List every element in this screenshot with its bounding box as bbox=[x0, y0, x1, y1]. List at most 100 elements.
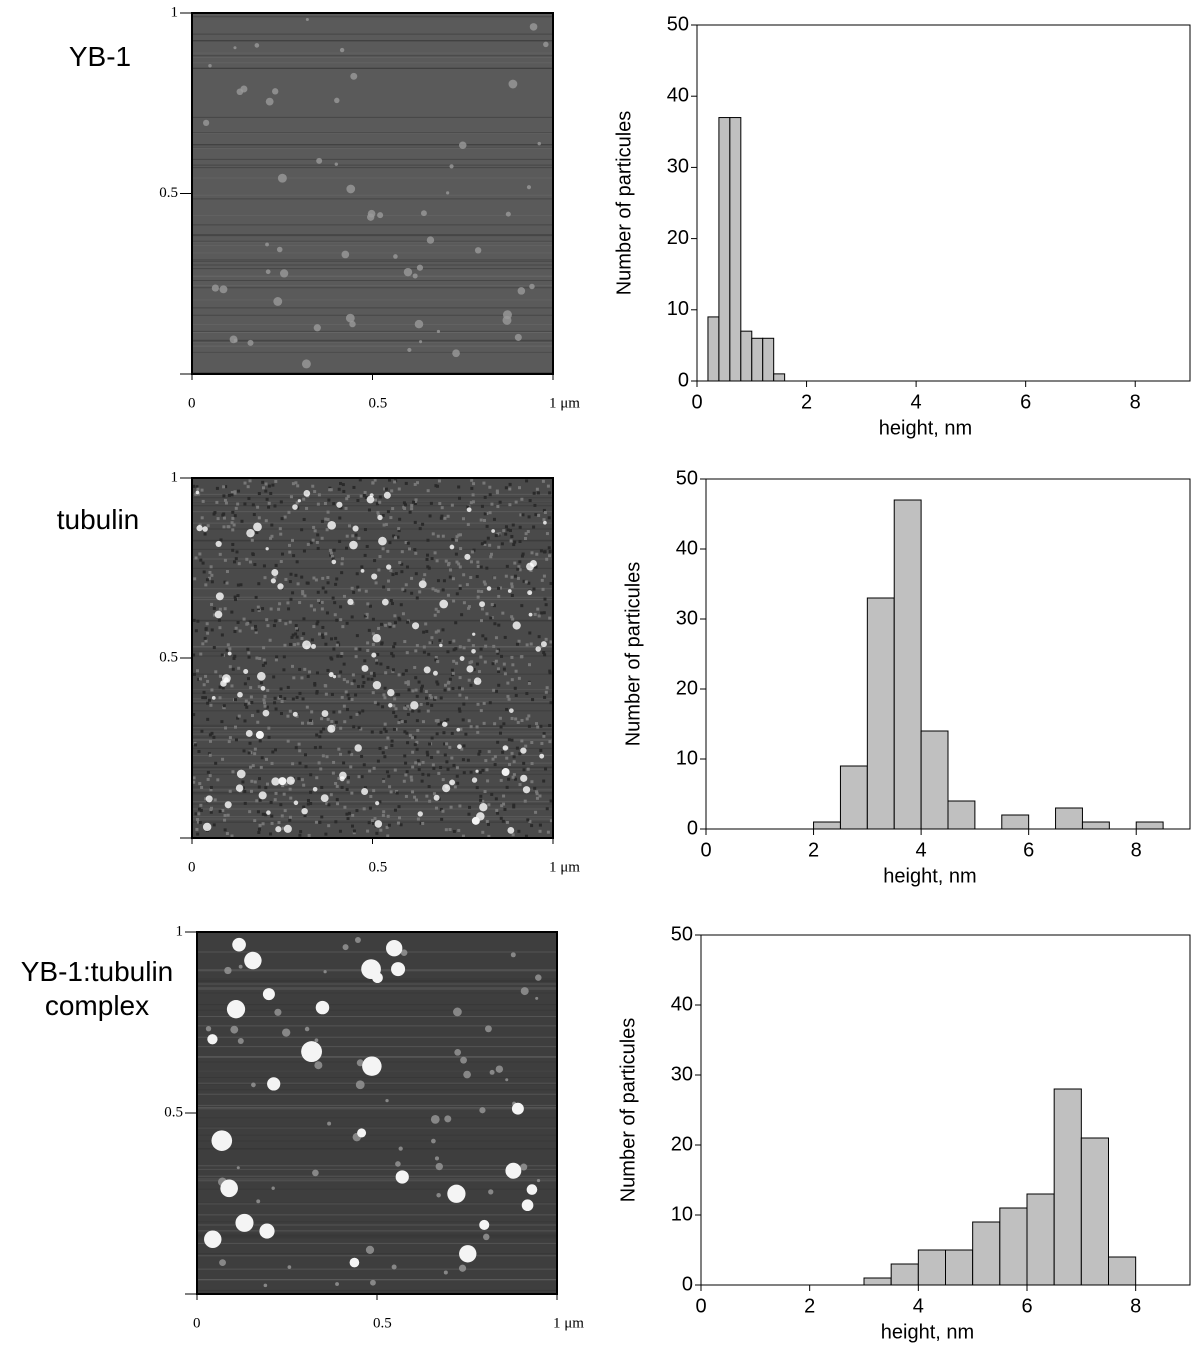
noise bbox=[284, 782, 288, 786]
noise bbox=[497, 683, 501, 687]
noise bbox=[457, 533, 461, 537]
spot bbox=[196, 525, 203, 532]
noise bbox=[297, 742, 301, 746]
noise bbox=[340, 557, 344, 561]
noise bbox=[256, 720, 260, 724]
noise bbox=[346, 680, 350, 684]
noise bbox=[478, 749, 482, 753]
noise bbox=[470, 550, 474, 554]
noise bbox=[470, 478, 474, 482]
noise bbox=[381, 814, 385, 818]
noise bbox=[249, 695, 253, 699]
noise bbox=[416, 728, 420, 732]
noise bbox=[367, 821, 371, 825]
noise bbox=[479, 794, 483, 798]
noise bbox=[417, 762, 421, 766]
spot bbox=[347, 598, 354, 606]
spot bbox=[352, 525, 359, 532]
noise bbox=[218, 552, 222, 556]
particle bbox=[459, 1245, 477, 1263]
noise bbox=[257, 516, 261, 520]
bar bbox=[890, 1263, 919, 1286]
noise bbox=[195, 669, 199, 673]
noise bbox=[402, 501, 406, 505]
noise bbox=[192, 780, 196, 784]
spot bbox=[323, 970, 327, 974]
noise bbox=[209, 810, 213, 814]
noise bbox=[301, 590, 305, 594]
y-tick-label: 0 bbox=[682, 1273, 693, 1295]
spot bbox=[449, 164, 454, 169]
noise bbox=[308, 718, 312, 722]
noise bbox=[312, 525, 316, 529]
noise bbox=[441, 534, 445, 538]
noise bbox=[458, 565, 462, 569]
bar bbox=[762, 337, 775, 382]
noise bbox=[363, 659, 367, 663]
noise bbox=[401, 612, 405, 616]
noise bbox=[492, 688, 496, 692]
noise bbox=[274, 707, 278, 711]
noise bbox=[493, 622, 497, 626]
noise bbox=[504, 574, 508, 578]
noise bbox=[319, 730, 323, 734]
noise bbox=[514, 717, 518, 721]
noise bbox=[382, 585, 386, 589]
noise bbox=[198, 821, 202, 825]
bar bbox=[839, 765, 868, 830]
noise bbox=[257, 492, 261, 496]
noise bbox=[397, 805, 401, 809]
noise bbox=[428, 799, 432, 803]
noise bbox=[272, 624, 276, 628]
noise bbox=[524, 580, 528, 584]
noise bbox=[389, 790, 393, 794]
particle bbox=[505, 1162, 522, 1179]
spot bbox=[271, 1186, 275, 1190]
noise bbox=[200, 488, 204, 492]
noise bbox=[526, 818, 530, 822]
noise bbox=[359, 494, 363, 498]
noise bbox=[502, 802, 506, 806]
noise bbox=[378, 500, 382, 504]
spot bbox=[366, 495, 375, 504]
spot bbox=[372, 633, 381, 643]
bar bbox=[920, 730, 949, 830]
panel-title: tubulin bbox=[56, 504, 140, 535]
noise bbox=[245, 557, 249, 561]
bar bbox=[1081, 821, 1110, 830]
noise bbox=[490, 602, 494, 606]
spot bbox=[374, 820, 383, 828]
noise bbox=[458, 533, 462, 537]
noise bbox=[537, 513, 541, 517]
spot bbox=[224, 801, 232, 809]
noise bbox=[375, 502, 379, 506]
noise bbox=[305, 506, 309, 510]
noise bbox=[279, 687, 283, 691]
noise bbox=[333, 601, 337, 605]
noise bbox=[328, 486, 332, 490]
noise bbox=[335, 784, 339, 788]
noise bbox=[485, 566, 489, 570]
spot bbox=[237, 691, 243, 698]
spot bbox=[304, 1026, 310, 1032]
noise bbox=[324, 684, 328, 688]
spot bbox=[420, 210, 427, 217]
spot bbox=[251, 1082, 256, 1088]
noise bbox=[299, 830, 303, 834]
noise bbox=[496, 651, 500, 655]
y-axis-label: Number of particules bbox=[617, 1018, 639, 1203]
noise bbox=[535, 552, 539, 556]
noise bbox=[223, 607, 227, 611]
noise bbox=[381, 705, 385, 709]
noise bbox=[278, 618, 282, 622]
spot bbox=[314, 1061, 323, 1070]
noise bbox=[382, 779, 386, 783]
noise bbox=[262, 646, 266, 650]
noise bbox=[512, 803, 516, 807]
noise bbox=[327, 824, 331, 828]
spot bbox=[274, 1008, 282, 1016]
bar bbox=[863, 1277, 892, 1286]
bar bbox=[1108, 1256, 1137, 1286]
noise bbox=[362, 680, 366, 684]
